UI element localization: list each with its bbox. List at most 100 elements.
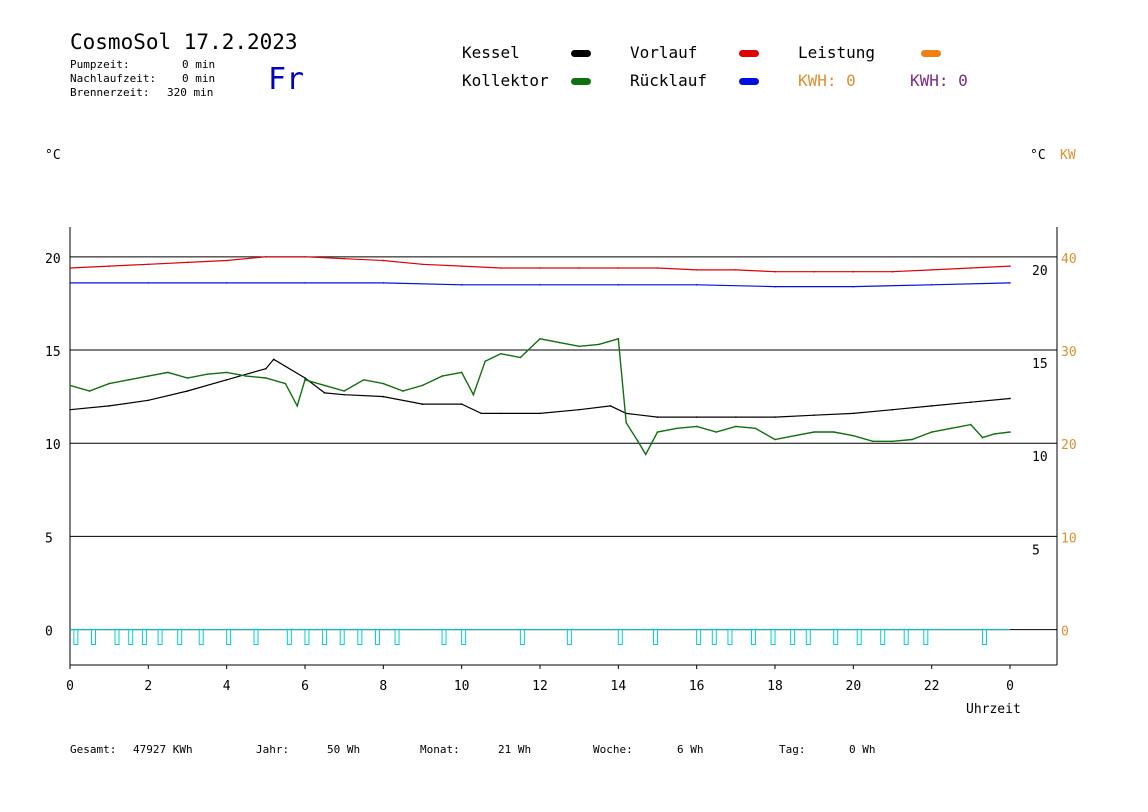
series-point-2: [343, 393, 345, 396]
series-point-2: [500, 412, 502, 415]
right-tick-label-temp: 5: [1032, 543, 1040, 558]
series-point-1: [774, 285, 776, 288]
series-point-0: [343, 257, 345, 260]
series-point-3: [472, 393, 475, 396]
footer-woche-value: 6 Wh: [677, 743, 704, 756]
series-point-2: [323, 392, 326, 394]
series-leistung-pulse: [770, 629, 776, 645]
series-point-3: [108, 382, 110, 385]
chart-series: [69, 256, 1011, 645]
series-point-3: [225, 371, 228, 374]
x-tick-label: 20: [846, 679, 862, 694]
series-point-3: [774, 438, 776, 441]
series-point-3: [343, 390, 345, 392]
x-tick-label: 10: [454, 679, 470, 694]
series-leistung-pulse: [653, 629, 659, 645]
left-tick-label: 10: [45, 438, 61, 453]
series-point-2: [304, 377, 306, 379]
right-tick-label-kw: 40: [1061, 252, 1077, 267]
series-leistung-pulse: [461, 629, 467, 645]
right-tick-label-kw: 30: [1061, 345, 1077, 360]
series-point-2: [69, 408, 71, 411]
series-point-2: [813, 414, 815, 417]
series-leistung-pulse: [304, 629, 310, 645]
chart-ticks: 20 15 10 5 0 20 15 10 5 40 30 20 10 0 0 2 4 6 8 10 12 14 16 18 2…: [45, 252, 1077, 694]
series-point-0: [852, 270, 855, 273]
series-point-2: [147, 399, 150, 402]
series-point-3: [637, 440, 639, 443]
series-point-3: [519, 356, 522, 359]
series-point-3: [813, 431, 815, 433]
series-point-2: [186, 390, 189, 392]
series-vorlauf: [69, 256, 1011, 273]
series-point-0: [735, 269, 737, 271]
series-point-1: [225, 282, 228, 284]
series-point-2: [421, 403, 424, 405]
right-axis-unit: °C: [1030, 148, 1046, 163]
series-leistung-pulse: [833, 629, 839, 645]
footer-tag-label: Tag:: [779, 743, 806, 756]
legend-kollektor-label: Kollektor: [462, 71, 549, 90]
series-point-0: [970, 267, 972, 269]
series-point-1: [930, 283, 933, 286]
series-point-2: [609, 405, 612, 407]
series-point-1: [147, 282, 150, 284]
x-tick-label: 0: [66, 679, 74, 694]
series-point-0: [147, 263, 150, 266]
series-point-3: [950, 427, 953, 430]
series-leistung-pulse: [91, 629, 96, 645]
series-point-0: [186, 261, 189, 264]
series-point-0: [225, 259, 228, 262]
stat-nachlaufzeit-label: Nachlaufzeit:: [70, 72, 157, 85]
series-point-3: [265, 377, 267, 379]
x-tick-label: 12: [532, 679, 548, 694]
series-point-3: [245, 375, 248, 377]
series-point-0: [617, 267, 620, 269]
series-point-2: [225, 379, 228, 381]
series-leistung-pulse: [750, 629, 756, 645]
legend-kollektor-swatch: [571, 78, 591, 85]
x-tick-label: 4: [223, 679, 231, 694]
series-point-3: [993, 433, 996, 435]
series-leistung-pulse: [198, 629, 204, 645]
footer-jahr-label: Jahr:: [256, 743, 290, 756]
series-point-0: [813, 270, 815, 273]
x-tick-label: 8: [379, 679, 387, 694]
series-point-3: [441, 375, 443, 377]
series-point-1: [617, 283, 620, 286]
series-point-0: [108, 265, 110, 267]
series-point-3: [460, 371, 463, 374]
series-point-3: [382, 382, 385, 385]
chart-grid: [69, 227, 1058, 666]
series-point-3: [1009, 431, 1011, 433]
series-point-0: [500, 267, 502, 269]
series-leistung-pulse: [805, 629, 811, 645]
series-point-3: [284, 382, 287, 385]
footer-gesamt-label: Gesamt:: [70, 743, 117, 756]
series-point-2: [891, 408, 894, 411]
series-point-3: [891, 440, 894, 443]
x-tick-label: 18: [767, 679, 783, 694]
right-axis-unit-kw: KW: [1060, 148, 1076, 163]
series-point-3: [930, 431, 933, 433]
series-leistung-pulse: [519, 629, 525, 645]
series-point-3: [147, 375, 150, 377]
series-point-0: [460, 265, 463, 267]
series-point-0: [265, 256, 267, 258]
series-point-3: [872, 440, 874, 443]
series-point-3: [186, 377, 189, 379]
series-point-3: [793, 434, 796, 437]
weekday-label: Fr: [268, 62, 305, 97]
series-point-2: [774, 416, 776, 418]
legend-vorlauf-label: Vorlauf: [630, 43, 698, 62]
legend-vorlauf-swatch: [739, 50, 759, 57]
series-leistung-pulse: [923, 629, 929, 645]
footer-monat-label: Monat:: [420, 743, 460, 756]
series-point-0: [382, 259, 385, 262]
series-point-1: [852, 285, 855, 288]
series-point-3: [676, 427, 678, 430]
series-point-3: [539, 338, 541, 340]
legend-ruecklauf-label: Rücklauf: [630, 71, 708, 90]
legend-kwh-1: KWH: 0: [798, 71, 856, 90]
